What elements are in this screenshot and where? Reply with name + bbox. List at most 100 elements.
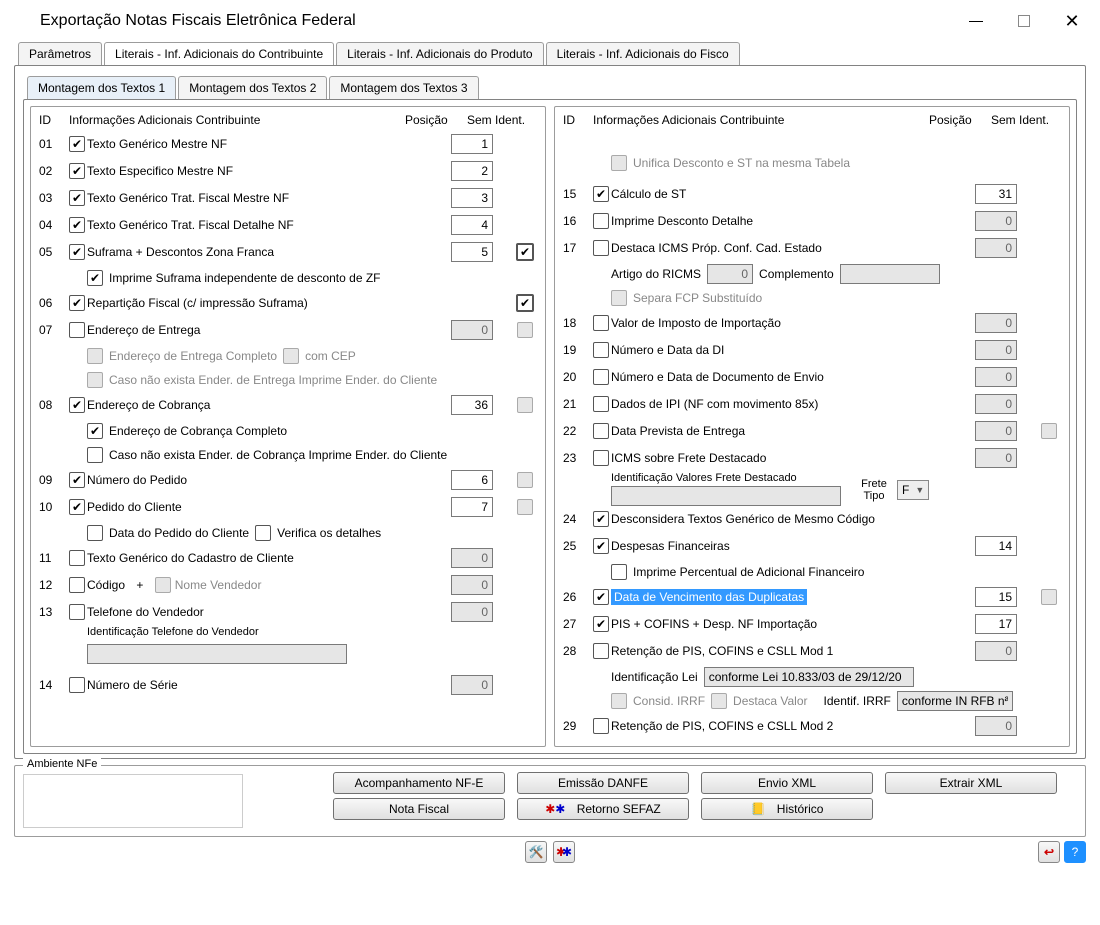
chk-20[interactable] <box>593 369 609 385</box>
chk-15[interactable] <box>593 186 609 202</box>
maximize-button[interactable] <box>1012 9 1036 33</box>
config-icon-button[interactable]: 🛠️ <box>525 841 547 863</box>
chk-28[interactable] <box>593 643 609 659</box>
historico-button[interactable]: 📒 Histórico <box>701 798 873 820</box>
pos-14[interactable] <box>451 675 493 695</box>
chk-07-sub1a[interactable] <box>87 348 103 364</box>
chk-08-sub2[interactable] <box>87 447 103 463</box>
extrair-xml-button[interactable]: Extrair XML <box>885 772 1057 794</box>
sem-08[interactable] <box>517 397 533 413</box>
pos-23[interactable] <box>975 448 1017 468</box>
pos-12[interactable] <box>451 575 493 595</box>
ident-irrf-input[interactable] <box>897 691 1013 711</box>
pos-26[interactable] <box>975 587 1017 607</box>
sem-22[interactable] <box>1041 423 1057 439</box>
chk-04[interactable] <box>69 217 85 233</box>
minimize-button[interactable] <box>964 9 988 33</box>
tab-literais-fisco[interactable]: Literais - Inf. Adicionais do Fisco <box>546 42 740 65</box>
frete-tipo-dropdown[interactable]: F ▼ <box>897 480 929 500</box>
sem-26[interactable] <box>1041 589 1057 605</box>
chk-18[interactable] <box>593 315 609 331</box>
complemento-input[interactable] <box>840 264 940 284</box>
pos-04[interactable] <box>451 215 493 235</box>
pos-22[interactable] <box>975 421 1017 441</box>
acompanhamento-button[interactable]: Acompanhamento NF-E <box>333 772 505 794</box>
chk-21[interactable] <box>593 396 609 412</box>
sem-07[interactable] <box>517 322 533 338</box>
chk-06[interactable] <box>69 295 85 311</box>
chk-24[interactable] <box>593 511 609 527</box>
sem-09[interactable] <box>517 472 533 488</box>
chk-05-sub[interactable] <box>87 270 103 286</box>
pos-08[interactable] <box>451 395 493 415</box>
chk-07-sub1b[interactable] <box>283 348 299 364</box>
pos-25[interactable] <box>975 536 1017 556</box>
pos-10[interactable] <box>451 497 493 517</box>
chk-26[interactable] <box>593 589 609 605</box>
pos-16[interactable] <box>975 211 1017 231</box>
emissao-danfe-button[interactable]: Emissão DANFE <box>517 772 689 794</box>
chk-10-sub2[interactable] <box>255 525 271 541</box>
pos-19[interactable] <box>975 340 1017 360</box>
pos-18[interactable] <box>975 313 1017 333</box>
chk-19[interactable] <box>593 342 609 358</box>
ricms-val[interactable] <box>707 264 753 284</box>
chk-10-sub1[interactable] <box>87 525 103 541</box>
frete-desc-input[interactable] <box>611 486 841 506</box>
envio-xml-button[interactable]: Envio XML <box>701 772 873 794</box>
pos-17[interactable] <box>975 238 1017 258</box>
pos-28[interactable] <box>975 641 1017 661</box>
pos-07[interactable] <box>451 320 493 340</box>
exit-icon-button[interactable]: ↩ <box>1038 841 1060 863</box>
pos-20[interactable] <box>975 367 1017 387</box>
close-button[interactable]: ✕ <box>1060 9 1084 33</box>
nota-fiscal-button[interactable]: Nota Fiscal <box>333 798 505 820</box>
sem-10[interactable] <box>517 499 533 515</box>
retorno-sefaz-button[interactable]: ✱✱ Retorno SEFAZ <box>517 798 689 820</box>
ident-lei-input[interactable] <box>704 667 914 687</box>
chk-09[interactable] <box>69 472 85 488</box>
help-icon-button[interactable]: ? <box>1064 841 1086 863</box>
pos-11[interactable] <box>451 548 493 568</box>
chk-05[interactable] <box>69 244 85 260</box>
tab-montagem-1[interactable]: Montagem dos Textos 1 <box>27 76 176 99</box>
tab-parametros[interactable]: Parâmetros <box>18 42 102 65</box>
tab-literais-contribuinte[interactable]: Literais - Inf. Adicionais do Contribuin… <box>104 42 334 65</box>
chk-07-sub2[interactable] <box>87 372 103 388</box>
chk-08-sub1[interactable] <box>87 423 103 439</box>
chk-28-sub2a[interactable] <box>611 693 627 709</box>
pos-15[interactable] <box>975 184 1017 204</box>
chk-27[interactable] <box>593 616 609 632</box>
chk-01[interactable] <box>69 136 85 152</box>
pos-05[interactable] <box>451 242 493 262</box>
chk-03[interactable] <box>69 190 85 206</box>
chk-unifica[interactable] <box>611 155 627 171</box>
chk-23[interactable] <box>593 450 609 466</box>
pos-27[interactable] <box>975 614 1017 634</box>
pos-02[interactable] <box>451 161 493 181</box>
tab-montagem-3[interactable]: Montagem dos Textos 3 <box>329 76 478 99</box>
chk-14[interactable] <box>69 677 85 693</box>
input-13-sub[interactable] <box>87 644 347 664</box>
chk-08[interactable] <box>69 397 85 413</box>
chk-02[interactable] <box>69 163 85 179</box>
chk-07[interactable] <box>69 322 85 338</box>
chk-16[interactable] <box>593 213 609 229</box>
pos-09[interactable] <box>451 470 493 490</box>
chk-29[interactable] <box>593 718 609 734</box>
sem-05[interactable] <box>516 243 534 261</box>
chk-12b[interactable] <box>155 577 171 593</box>
chk-17[interactable] <box>593 240 609 256</box>
chk-22[interactable] <box>593 423 609 439</box>
sem-06[interactable] <box>516 294 534 312</box>
pos-03[interactable] <box>451 188 493 208</box>
chk-13[interactable] <box>69 604 85 620</box>
pos-13[interactable] <box>451 602 493 622</box>
chk-11[interactable] <box>69 550 85 566</box>
chk-25-sub[interactable] <box>611 564 627 580</box>
chk-28-sub2b[interactable] <box>711 693 727 709</box>
tab-montagem-2[interactable]: Montagem dos Textos 2 <box>178 76 327 99</box>
gears-icon-button[interactable]: ✱✱ <box>553 841 575 863</box>
chk-12a[interactable] <box>69 577 85 593</box>
pos-29[interactable] <box>975 716 1017 736</box>
